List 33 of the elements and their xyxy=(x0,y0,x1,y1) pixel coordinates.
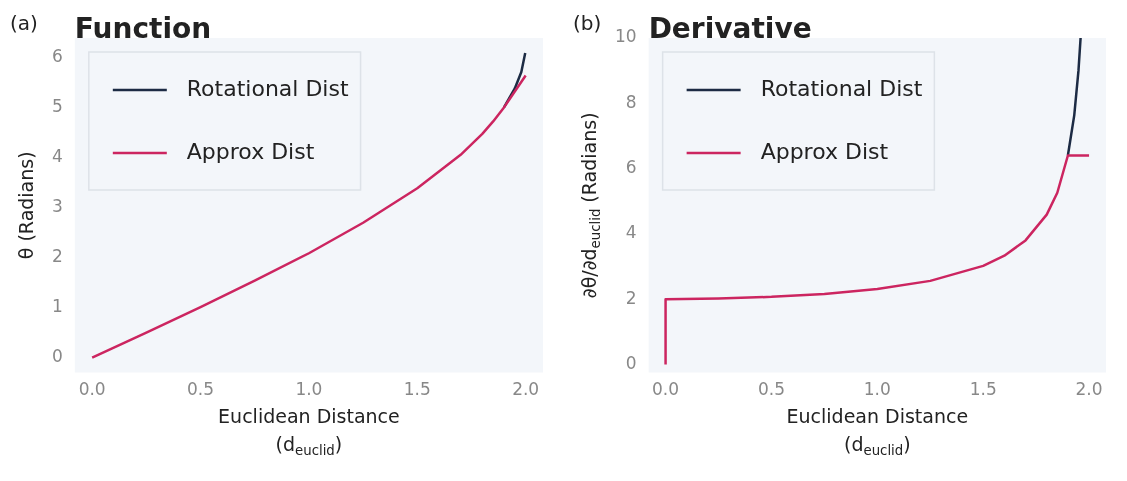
y-tick-label: 8 xyxy=(625,91,637,112)
text: (a) xyxy=(10,11,38,35)
chart-title: Derivative xyxy=(648,12,812,45)
x-tick-label: 2.0 xyxy=(512,379,540,400)
x-tick-label: 0.0 xyxy=(78,379,106,400)
x-tick-label: 2.0 xyxy=(1075,379,1103,400)
x-tick-label: 0.5 xyxy=(187,379,215,400)
x-tick-label: 0.5 xyxy=(757,379,785,400)
y-tick-label: 6 xyxy=(625,157,637,177)
x-tick-label: 1.5 xyxy=(403,379,431,400)
x-tick-label: 0.0 xyxy=(652,379,680,400)
y-tick-label: 0 xyxy=(51,346,63,367)
y-tick-label: 10 xyxy=(614,26,637,47)
legend-label: Rotational Dist xyxy=(186,75,349,101)
x-tick-label: 1.5 xyxy=(969,379,997,400)
y-axis-title: ∂θ/∂deuclid (Radians) xyxy=(577,112,604,299)
y-tick-label: 1 xyxy=(51,296,63,317)
x-tick-label: 1.0 xyxy=(863,379,891,400)
text: (b) xyxy=(573,11,602,35)
x-tick-label: 1.0 xyxy=(295,379,323,400)
y-tick-label: 6 xyxy=(51,46,63,67)
legend-label: Approx Dist xyxy=(760,138,889,164)
y-tick-label: 2 xyxy=(625,287,637,308)
y-tick-label: 2 xyxy=(51,246,63,267)
y-tick-label: 0 xyxy=(625,352,637,373)
y-tick-label: 5 xyxy=(51,96,63,117)
y-tick-label: 4 xyxy=(51,146,63,167)
y-tick-label: 3 xyxy=(51,196,63,217)
legend-label: Rotational Dist xyxy=(760,75,923,101)
y-axis-title: θ (Radians) xyxy=(14,151,37,260)
legend-label: Approx Dist xyxy=(186,138,315,164)
y-tick-label: 4 xyxy=(625,222,637,243)
chart-title: Function xyxy=(74,12,212,45)
